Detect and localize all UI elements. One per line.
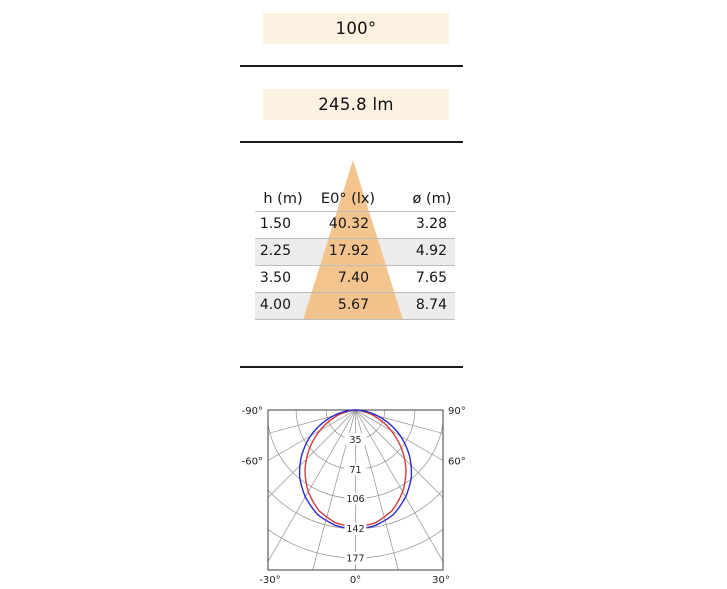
- table-cell: 1.50: [259, 216, 291, 232]
- angle-label: -60°: [242, 457, 263, 468]
- table-cell: 8.74: [415, 297, 447, 313]
- ring-label-chip: [344, 492, 367, 505]
- ring-value-label: 142: [346, 524, 364, 535]
- ring-value-label: 71: [349, 465, 361, 476]
- table-cell: 5.67: [337, 297, 369, 313]
- table-cell: 3.50: [259, 270, 291, 286]
- table-cell: 4.92: [415, 243, 447, 259]
- table-cell: 7.65: [415, 270, 447, 286]
- table-cell: 7.40: [337, 270, 369, 286]
- polar-grid-ray: [355, 410, 443, 434]
- polar-chart-container: 35 71 106 142 177 -90° -60° -30° 0° 30° 60° 90°: [230, 385, 481, 586]
- luminous-flux-value: 245.8 lm: [318, 95, 394, 114]
- ring-value-label: 35: [349, 435, 361, 446]
- polar-distribution-chart: 35 71 106 142 177 -90° -60° -30° 0° 30° 60° 90°: [242, 406, 466, 586]
- angle-label: -30°: [259, 575, 280, 585]
- table-cell: 3.28: [415, 216, 447, 232]
- column-header-2: ø (m): [412, 191, 452, 207]
- cone-diagram: h (m) E0° (lx) ø (m) 1.50 40.32 3.28 2.25 17.92…: [255, 155, 455, 325]
- table-rule: [255, 265, 455, 266]
- ring-label-chip: [344, 522, 367, 535]
- polar-grid-ray: [268, 410, 356, 434]
- table-cell: 4.00: [259, 297, 291, 313]
- polar-grid-ray: [355, 410, 443, 461]
- beam-angle-box: 100°: [263, 13, 449, 44]
- angle-label: 90°: [448, 406, 466, 417]
- section-divider-bottom: [240, 366, 463, 368]
- ring-value-label: 177: [346, 554, 364, 565]
- table-rule: [255, 292, 455, 293]
- polar-grid-ray: [268, 410, 356, 461]
- column-header-1: E0° (lx): [320, 191, 376, 207]
- angle-label: 60°: [448, 457, 466, 468]
- section-divider-middle: [240, 141, 463, 143]
- angle-label: -90°: [242, 406, 263, 417]
- ring-value-label: 106: [346, 494, 364, 505]
- ring-label-chip: [344, 433, 367, 446]
- polar-grid-ray: [355, 410, 443, 563]
- polar-grid-ray: [268, 410, 356, 563]
- column-header-0: h (m): [263, 191, 303, 207]
- polar-grid-ray: [312, 410, 356, 570]
- ring-label-chip: [344, 552, 367, 564]
- angle-label: 0°: [350, 575, 361, 585]
- ring-label-chip: [344, 463, 367, 476]
- luminous-flux-box: 245.8 lm: [263, 89, 449, 120]
- table-cell: 17.92: [328, 243, 369, 259]
- table-rule: [255, 319, 455, 320]
- table-rule: [255, 238, 455, 239]
- beam-angle-value: 100°: [335, 19, 377, 38]
- section-divider-top: [240, 65, 463, 67]
- polar-grid-ray: [268, 410, 356, 498]
- polar-grid-ray: [355, 410, 443, 498]
- table-rule: [255, 211, 455, 212]
- table-cell: 2.25: [259, 243, 291, 259]
- table-cell: 40.32: [328, 216, 369, 232]
- angle-label: 30°: [432, 575, 450, 585]
- polar-grid-ray: [355, 410, 399, 570]
